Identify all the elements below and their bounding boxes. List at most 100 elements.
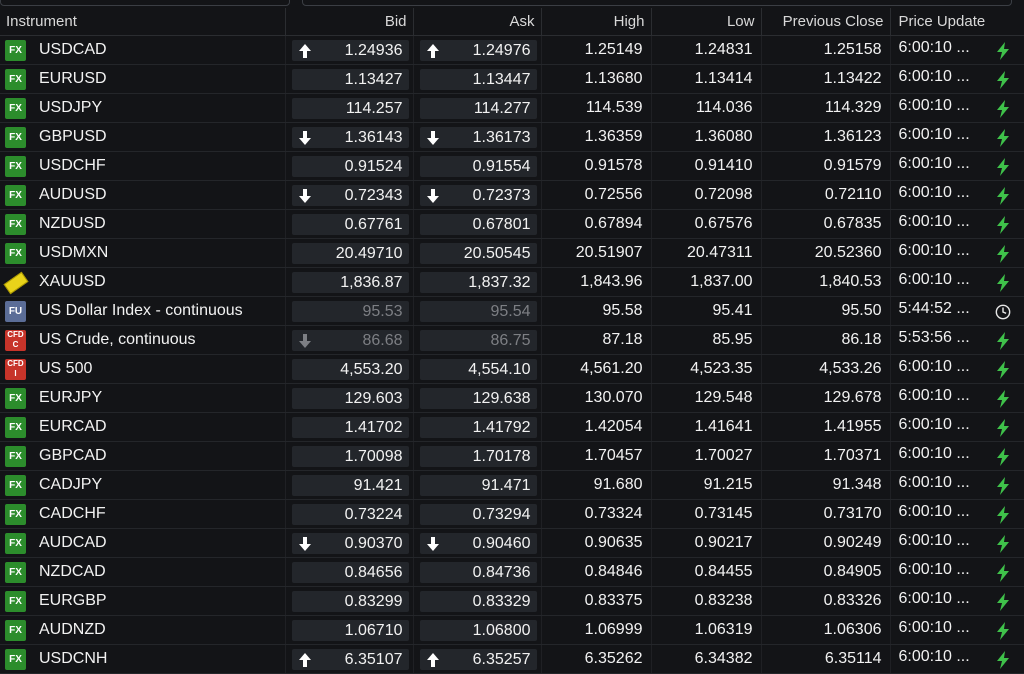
table-row[interactable]: FX EURCAD 1.41702 1.41792 1.42054 1.41641 1.41… [0, 412, 1024, 442]
table-row[interactable]: FX NZDUSD 0.67761 0.67801 0.67894 0.67576 0.67… [0, 209, 1024, 239]
toolbar-control-search[interactable] [302, 0, 1012, 6]
instrument-cell[interactable]: FX NZDCAD [0, 557, 286, 587]
instrument-cell[interactable]: FX USDCAD [0, 35, 286, 65]
ask-cell[interactable]: 0.84736 [413, 557, 542, 587]
bid-cell[interactable]: 0.84656 [285, 557, 414, 587]
bid-cell[interactable]: 0.90370 [285, 528, 414, 558]
bid-cell[interactable]: 4,553.20 [285, 354, 414, 384]
ask-cell[interactable]: 20.50545 [413, 238, 542, 268]
bid-cell[interactable]: 1.06710 [285, 615, 414, 645]
column-header-bid[interactable]: Bid [285, 8, 414, 36]
ask-cell[interactable]: 1.70178 [413, 441, 542, 471]
toolbar-control-left[interactable] [0, 0, 290, 6]
table-row[interactable]: FX EURGBP 0.83299 0.83329 0.83375 0.83238 0.83… [0, 586, 1024, 616]
bid-cell[interactable]: 0.83299 [285, 586, 414, 616]
table-row[interactable]: FX CADJPY 91.421 91.471 91.680 91.215 91.348 6:… [0, 470, 1024, 500]
bid-cell[interactable]: 1.70098 [285, 441, 414, 471]
bid-cell[interactable]: 0.72343 [285, 180, 414, 210]
bid-cell[interactable]: 0.91524 [285, 151, 414, 181]
instrument-cell[interactable]: FX GBPUSD [0, 122, 286, 152]
ask-cell[interactable]: 1.41792 [413, 412, 542, 442]
table-row[interactable]: FX USDCHF 0.91524 0.91554 0.91578 0.91410 0.91… [0, 151, 1024, 181]
bid-cell[interactable]: 129.603 [285, 383, 414, 413]
column-header-instrument[interactable]: Instrument [0, 8, 286, 36]
bid-cell[interactable]: 1.36143 [285, 122, 414, 152]
table-row[interactable]: FX AUDUSD 0.72343 0.72373 0.72556 0.72098 0.72… [0, 180, 1024, 210]
price-update-time: 6:00:10 ... [898, 67, 970, 85]
instrument-cell[interactable]: XAUUSD [0, 267, 286, 297]
table-row[interactable]: FU US Dollar Index - continuous 95.53 95.54… [0, 296, 1024, 326]
ask-cell[interactable]: 0.67801 [413, 209, 542, 239]
ask-cell[interactable]: 4,554.10 [413, 354, 542, 384]
column-header-previous-close[interactable]: Previous Close [761, 8, 891, 36]
table-row[interactable]: FX NZDCAD 0.84656 0.84736 0.84846 0.84455 0.84… [0, 557, 1024, 587]
column-header-low[interactable]: Low [651, 8, 762, 36]
table-row[interactable]: XAUUSD 1,836.87 1,837.32 1,843.96 1,837.00 1,… [0, 267, 1024, 297]
ask-cell[interactable]: 1,837.32 [413, 267, 542, 297]
column-header-price-update[interactable]: Price Update [890, 8, 1024, 36]
bid-cell[interactable]: 114.257 [285, 93, 414, 123]
instrument-cell[interactable]: FU US Dollar Index - continuous [0, 296, 286, 326]
bid-cell[interactable]: 95.53 [285, 296, 414, 326]
instrument-cell[interactable]: FX AUDCAD [0, 528, 286, 558]
bid-cell[interactable]: 1.41702 [285, 412, 414, 442]
ask-cell[interactable]: 0.90460 [413, 528, 542, 558]
instrument-cell[interactable]: FX CADCHF [0, 499, 286, 529]
table-row[interactable]: FX USDJPY 114.257 114.277 114.539 114.036 114.… [0, 93, 1024, 123]
table-row[interactable]: FX USDCNH 6.35107 6.35257 6.35262 6.34382 6.35… [0, 644, 1024, 674]
instrument-cell[interactable]: FX AUDNZD [0, 615, 286, 645]
ask-cell[interactable]: 91.471 [413, 470, 542, 500]
column-header-high[interactable]: High [541, 8, 652, 36]
table-row[interactable]: FX AUDNZD 1.06710 1.06800 1.06999 1.06319 1.06… [0, 615, 1024, 645]
table-row[interactable]: CFD I US 500 4,553.20 4,554.10 4,561.20 4,523.… [0, 354, 1024, 384]
bid-cell[interactable]: 0.73224 [285, 499, 414, 529]
price-update-time: 6:00:10 ... [898, 502, 970, 520]
instrument-cell[interactable]: FX EURJPY [0, 383, 286, 413]
ask-cell[interactable]: 1.36173 [413, 122, 542, 152]
instrument-cell[interactable]: CFD I US 500 [0, 354, 286, 384]
instrument-name: GBPCAD [39, 447, 107, 464]
instrument-cell[interactable]: FX EURGBP [0, 586, 286, 616]
table-row[interactable]: FX CADCHF 0.73224 0.73294 0.73324 0.73145 0.73… [0, 499, 1024, 529]
instrument-cell[interactable]: CFD C US Crude, continuous [0, 325, 286, 355]
ask-cell[interactable]: 6.35257 [413, 644, 542, 674]
bid-cell[interactable]: 91.421 [285, 470, 414, 500]
table-row[interactable]: CFD C US Crude, continuous 86.68 86.75 87.18 8… [0, 325, 1024, 355]
ask-cell[interactable]: 129.638 [413, 383, 542, 413]
table-row[interactable]: FX GBPUSD 1.36143 1.36173 1.36359 1.36080 1.36… [0, 122, 1024, 152]
table-row[interactable]: FX AUDCAD 0.90370 0.90460 0.90635 0.90217 0.90… [0, 528, 1024, 558]
bid-cell[interactable]: 0.67761 [285, 209, 414, 239]
bid-cell[interactable]: 1.13427 [285, 64, 414, 94]
ask-cell[interactable]: 0.91554 [413, 151, 542, 181]
column-header-ask[interactable]: Ask [413, 8, 542, 36]
table-row[interactable]: FX USDCAD 1.24936 1.24976 1.25149 1.24831 1.25… [0, 35, 1024, 65]
instrument-cell[interactable]: FX CADJPY [0, 470, 286, 500]
ask-cell[interactable]: 1.24976 [413, 35, 542, 65]
bid-cell[interactable]: 1,836.87 [285, 267, 414, 297]
instrument-cell[interactable]: FX NZDUSD [0, 209, 286, 239]
ask-cell[interactable]: 0.73294 [413, 499, 542, 529]
instrument-cell[interactable]: FX AUDUSD [0, 180, 286, 210]
instrument-cell[interactable]: FX EURUSD [0, 64, 286, 94]
table-row[interactable]: FX EURUSD 1.13427 1.13447 1.13680 1.13414 1.13… [0, 64, 1024, 94]
instrument-cell[interactable]: FX EURCAD [0, 412, 286, 442]
ask-cell[interactable]: 114.277 [413, 93, 542, 123]
instrument-cell[interactable]: FX USDJPY [0, 93, 286, 123]
ask-cell[interactable]: 1.13447 [413, 64, 542, 94]
ask-cell[interactable]: 95.54 [413, 296, 542, 326]
table-row[interactable]: FX USDMXN 20.49710 20.50545 20.51907 20.47311… [0, 238, 1024, 268]
ask-cell[interactable]: 1.06800 [413, 615, 542, 645]
bid-cell[interactable]: 6.35107 [285, 644, 414, 674]
instrument-cell[interactable]: FX GBPCAD [0, 441, 286, 471]
bid-cell[interactable]: 86.68 [285, 325, 414, 355]
ask-cell[interactable]: 86.75 [413, 325, 542, 355]
ask-cell[interactable]: 0.72373 [413, 180, 542, 210]
instrument-cell[interactable]: FX USDCNH [0, 644, 286, 674]
instrument-cell[interactable]: FX USDMXN [0, 238, 286, 268]
instrument-cell[interactable]: FX USDCHF [0, 151, 286, 181]
table-row[interactable]: FX GBPCAD 1.70098 1.70178 1.70457 1.70027 1.70… [0, 441, 1024, 471]
ask-cell[interactable]: 0.83329 [413, 586, 542, 616]
bid-cell[interactable]: 20.49710 [285, 238, 414, 268]
table-row[interactable]: FX EURJPY 129.603 129.638 130.070 129.548 129.… [0, 383, 1024, 413]
bid-cell[interactable]: 1.24936 [285, 35, 414, 65]
